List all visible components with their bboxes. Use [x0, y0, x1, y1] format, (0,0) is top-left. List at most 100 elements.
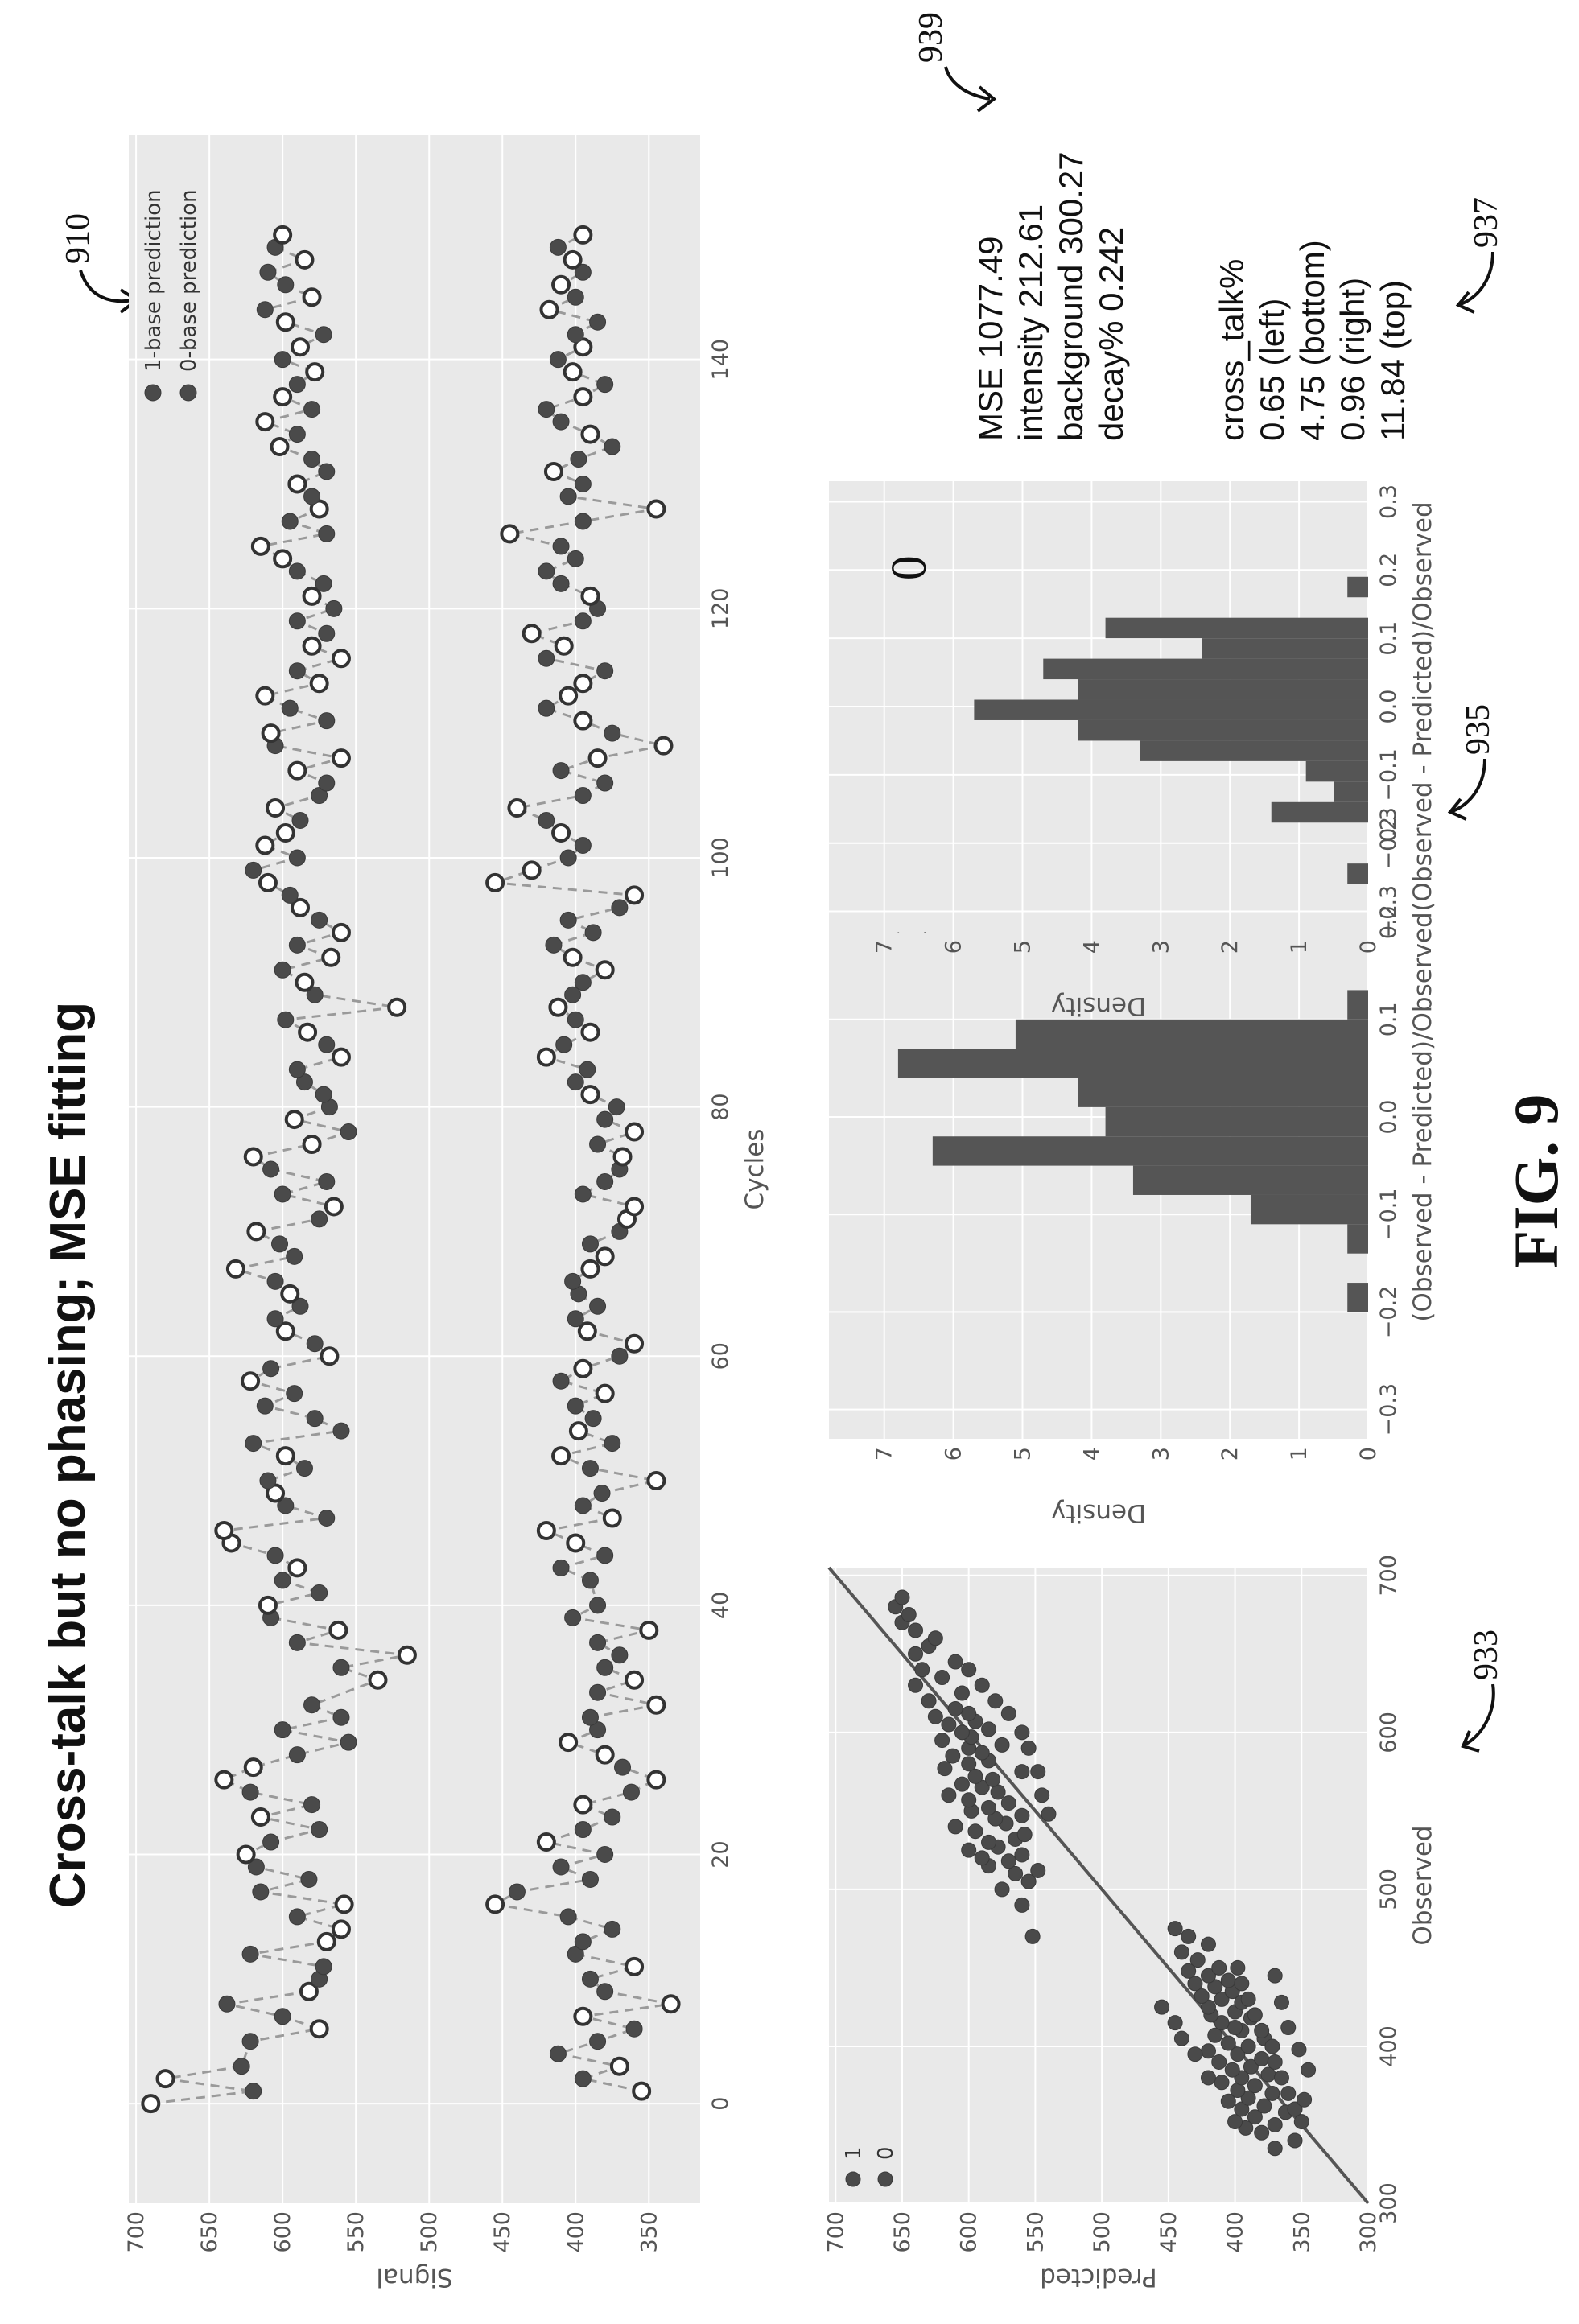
point-0	[1220, 1972, 1236, 1988]
histogram-bar	[1347, 1283, 1368, 1312]
1-base-prediction-point	[625, 1333, 645, 1354]
0-base-prediction-point	[286, 1385, 303, 1403]
1-base-prediction-point	[328, 1620, 348, 1640]
1-base-prediction-point	[625, 1122, 645, 1142]
0-base-prediction-point	[552, 538, 570, 555]
0-base-prediction-point	[581, 1572, 599, 1589]
point-0	[1230, 1959, 1246, 1976]
0-base-prediction-point	[552, 762, 570, 780]
0-base-prediction-point	[574, 2070, 592, 2087]
point-0	[1260, 2066, 1276, 2083]
0-base-prediction-point	[596, 1846, 614, 1864]
0-base-prediction-point	[596, 376, 614, 394]
1-base-prediction-point	[573, 674, 593, 694]
x-tick-label: −0.1	[1376, 1188, 1401, 1241]
1-base-prediction-point	[273, 387, 293, 407]
ref-935-arrowhead	[1447, 797, 1467, 821]
1-base-prediction-point	[573, 225, 593, 245]
0-base-prediction-point	[332, 1708, 350, 1726]
point-0	[1227, 2020, 1243, 2036]
x-axis-label: (Observed - Predicted)/Observed	[1408, 501, 1437, 911]
0-base-prediction-point	[259, 1472, 277, 1490]
point-1	[934, 1670, 950, 1686]
0-base-prediction-point	[604, 1920, 621, 1938]
0-base-prediction-point	[306, 1335, 324, 1353]
histogram-bar	[1105, 1106, 1368, 1137]
0-base-prediction-point	[552, 1858, 570, 1876]
crosstalk-right: 0.96 (right)	[1334, 278, 1371, 441]
0-base-prediction-point	[604, 1808, 621, 1826]
0-base-prediction-point	[245, 2083, 262, 2100]
0-base-prediction-point	[581, 1870, 599, 1888]
1-base-prediction-point	[568, 1421, 588, 1441]
0-base-prediction-point	[574, 787, 592, 805]
0-base-prediction-point	[567, 1945, 584, 1963]
0-base-prediction-point	[274, 1721, 291, 1739]
0-base-prediction-point	[596, 1983, 614, 2001]
1-base-prediction-point	[331, 748, 351, 768]
0-base-prediction-point	[311, 911, 328, 929]
y-tick-label: 450	[1156, 2211, 1181, 2253]
x-tick-label: 20	[708, 1840, 733, 1868]
1-base-prediction-point	[559, 686, 579, 706]
1-base-prediction-point	[595, 1246, 615, 1267]
point-1	[901, 1607, 917, 1623]
1-base-prediction-point	[241, 1371, 261, 1391]
1-base-prediction-point	[291, 337, 310, 357]
1-base-prediction-point	[595, 1745, 615, 1765]
figure-title: Cross-talk but no phasing; MSE fitting	[40, 1002, 96, 1908]
x-tick-label: 0.0	[1376, 1100, 1401, 1135]
0-base-prediction-point	[318, 1036, 336, 1053]
0-base-prediction-point	[574, 612, 592, 630]
0-base-prediction-point	[538, 649, 555, 667]
point-0	[1247, 2007, 1263, 2023]
legend-label: 0	[874, 2146, 898, 2160]
point-1	[954, 1685, 970, 1701]
histogram-bar	[1347, 863, 1368, 884]
1-base-prediction-point	[632, 2081, 652, 2101]
1-base-prediction-point	[275, 312, 295, 332]
0-base-prediction-point	[589, 1721, 607, 1739]
x-tick-label: 0.0	[1376, 690, 1401, 724]
ref-939: 939	[913, 12, 950, 63]
point-0	[1214, 2075, 1230, 2091]
legend-label: 1	[842, 2146, 866, 2160]
point-1	[974, 1745, 990, 1761]
y-tick-label: 700	[823, 2211, 848, 2253]
0-base-prediction-point	[295, 1460, 313, 1477]
1-base-prediction-point	[563, 947, 583, 967]
0-base-prediction-point	[318, 525, 336, 542]
1-base-prediction-point	[305, 362, 325, 382]
point-0	[1227, 2114, 1243, 2130]
1-base-prediction-point	[536, 1047, 556, 1067]
0-base-prediction-point	[622, 1783, 640, 1801]
1-base-prediction-point	[646, 1695, 666, 1715]
0-base-prediction-point	[286, 1247, 303, 1265]
0-base-prediction-point	[288, 849, 306, 867]
y-tick-label: 1	[1287, 940, 1312, 954]
point-1	[1024, 1928, 1041, 1944]
0-base-prediction-point	[288, 426, 306, 443]
0-base-prediction-point	[593, 1485, 611, 1502]
histogram-bar	[1132, 1165, 1368, 1195]
point-1	[947, 1654, 963, 1670]
y-tick-label: 4	[1079, 940, 1104, 954]
1-base-prediction-point	[316, 1931, 336, 1951]
0-base-prediction-point	[306, 1410, 324, 1428]
ref-933: 933	[1468, 1630, 1505, 1680]
y-axis-label: Predicted	[1040, 2263, 1157, 2292]
0-base-prediction-point	[584, 1410, 602, 1428]
1-base-prediction-point	[225, 1259, 245, 1279]
0-base-prediction-point	[340, 1733, 357, 1751]
0-base-prediction-point	[291, 812, 309, 830]
1-base-prediction-point	[243, 1757, 263, 1778]
y-tick-label: 4	[1079, 1447, 1104, 1461]
1-base-prediction-point	[500, 524, 520, 544]
1-base-prediction-point	[646, 1471, 666, 1491]
x-tick-label: 0.2	[1376, 904, 1401, 939]
point-1	[1030, 1862, 1046, 1878]
point-1	[1014, 1764, 1030, 1780]
x-tick-label: 0.2	[1376, 553, 1401, 587]
1-base-prediction-point	[331, 922, 351, 942]
0-base-prediction-point	[574, 1933, 592, 1951]
